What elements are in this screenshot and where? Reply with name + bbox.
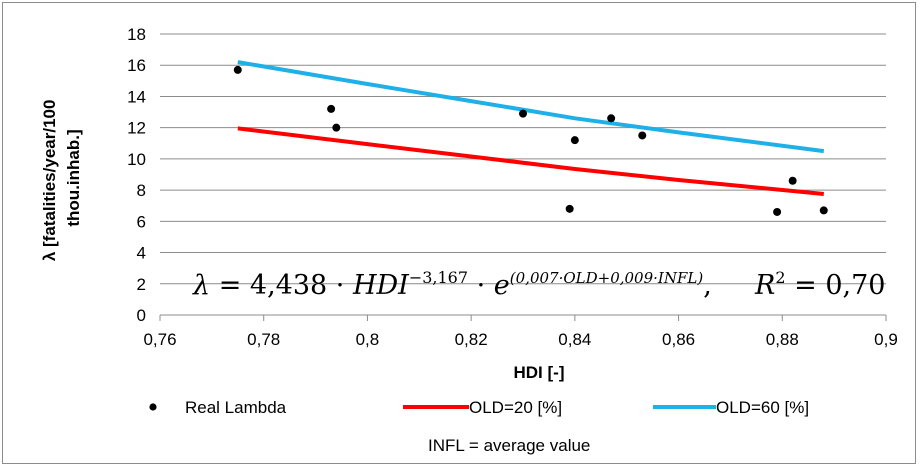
r-squared-value: = 0,70 — [786, 270, 886, 301]
x-axis-title: HDI [-] — [514, 363, 565, 382]
data-point — [327, 104, 336, 113]
data-point — [607, 114, 616, 123]
equation-annotation: λ = 4,438 · HDI−3,167 · e(0,007·OLD+0,00… — [192, 268, 712, 301]
r-squared-exponent: 2 — [775, 268, 785, 287]
data-point — [519, 109, 527, 118]
data-point — [570, 136, 579, 145]
legend-label-old20: OLD=20 [%] — [469, 398, 562, 417]
r-squared-annotation: R2 = 0,70 — [754, 268, 885, 301]
y-tick-label: 8 — [137, 181, 146, 200]
x-tick-label: 0,78 — [247, 330, 280, 349]
y-tick-labels: 0 2 4 6 8 10 12 14 16 18 — [127, 25, 146, 325]
legend-marker-real-lambda — [149, 403, 157, 411]
y-tick-label: 14 — [127, 87, 146, 106]
y-tick-label: 16 — [127, 56, 146, 75]
y-tick-label: 0 — [137, 306, 146, 325]
y-tick-label: 18 — [127, 25, 146, 44]
grid-lines — [160, 33, 886, 285]
data-point — [788, 176, 797, 185]
legend: Real Lambda OLD=20 [%] OLD=60 [%] — [149, 398, 809, 417]
y-axis-title-line2: thou.inhab.] — [64, 129, 83, 226]
data-point — [638, 131, 647, 140]
equation-coefficient: = 4,438 · — [210, 270, 353, 301]
y-tick-label: 4 — [137, 244, 146, 263]
legend-label-old60: OLD=60 [%] — [716, 398, 809, 417]
y-axis-title-line1: λ [fatalities/year/100 — [40, 100, 59, 262]
x-tick-label: 0,84 — [558, 330, 591, 349]
note-infl: INFL = average value — [428, 436, 590, 455]
x-tick-label: 0,8 — [356, 330, 380, 349]
equation-hdi: HDI — [352, 270, 410, 301]
equation-comma: , — [703, 270, 712, 301]
data-point — [773, 207, 782, 216]
y-tick-label: 2 — [137, 275, 146, 294]
data-point — [332, 123, 341, 132]
x-tick-labels: 0,76 0,78 0,8 0,82 0,84 0,86 0,88 0,9 — [143, 315, 898, 349]
equation-lambda: λ — [192, 270, 210, 301]
x-tick-label: 0,9 — [874, 330, 898, 349]
data-point — [233, 65, 242, 74]
x-tick-label: 0,82 — [455, 330, 488, 349]
series-points — [233, 65, 828, 216]
data-point — [565, 204, 574, 213]
data-point — [819, 206, 828, 215]
equation-e: e — [494, 270, 510, 301]
series-line-1 — [237, 126, 824, 196]
y-tick-label: 6 — [137, 212, 146, 231]
x-tick-label: 0,86 — [662, 330, 695, 349]
y-tick-label: 10 — [127, 150, 146, 169]
x-tick-label: 0,88 — [766, 330, 799, 349]
x-tick-label: 0,76 — [143, 330, 176, 349]
equation-e-exponent: (0,007·OLD+0,009·INFL) — [510, 269, 704, 287]
equation-hdi-exponent: −3,167 — [409, 268, 468, 287]
y-tick-label: 12 — [127, 119, 146, 138]
equation-dot: · — [468, 270, 494, 301]
r-squared-r: R — [754, 270, 775, 301]
legend-label-real-lambda: Real Lambda — [185, 398, 287, 417]
y-axis-title: λ [fatalities/year/100 thou.inhab.] — [40, 95, 83, 261]
